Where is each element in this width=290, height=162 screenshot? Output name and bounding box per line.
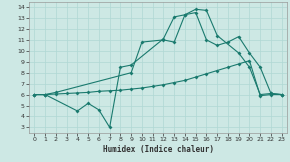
X-axis label: Humidex (Indice chaleur): Humidex (Indice chaleur): [103, 145, 213, 154]
